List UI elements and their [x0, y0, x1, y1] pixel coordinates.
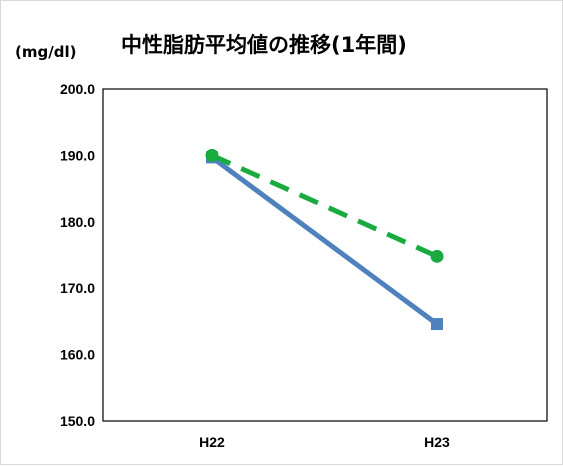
chart-title: 中性脂肪平均値の推移(1年間): [121, 33, 407, 57]
x-tick-label: H23: [424, 434, 450, 450]
series-2-point-H23: [430, 249, 444, 263]
y-axis-unit-label: (mg/dl): [15, 43, 77, 61]
y-tick-label: 190.0: [60, 147, 95, 163]
series-2-point-H22: [205, 148, 219, 162]
y-tick-label: 150.0: [60, 413, 95, 429]
x-tick-label: H22: [199, 434, 225, 450]
series-2-line: [210, 153, 439, 259]
y-tick-label: 170.0: [60, 280, 95, 296]
y-tick-label: 160.0: [60, 347, 95, 363]
y-tick-label: 200.0: [60, 81, 95, 97]
series-1-line: [210, 155, 439, 327]
y-tick-label: 180.0: [60, 214, 95, 230]
series-1-point-H23: [431, 318, 443, 331]
plot-area: [102, 88, 548, 422]
